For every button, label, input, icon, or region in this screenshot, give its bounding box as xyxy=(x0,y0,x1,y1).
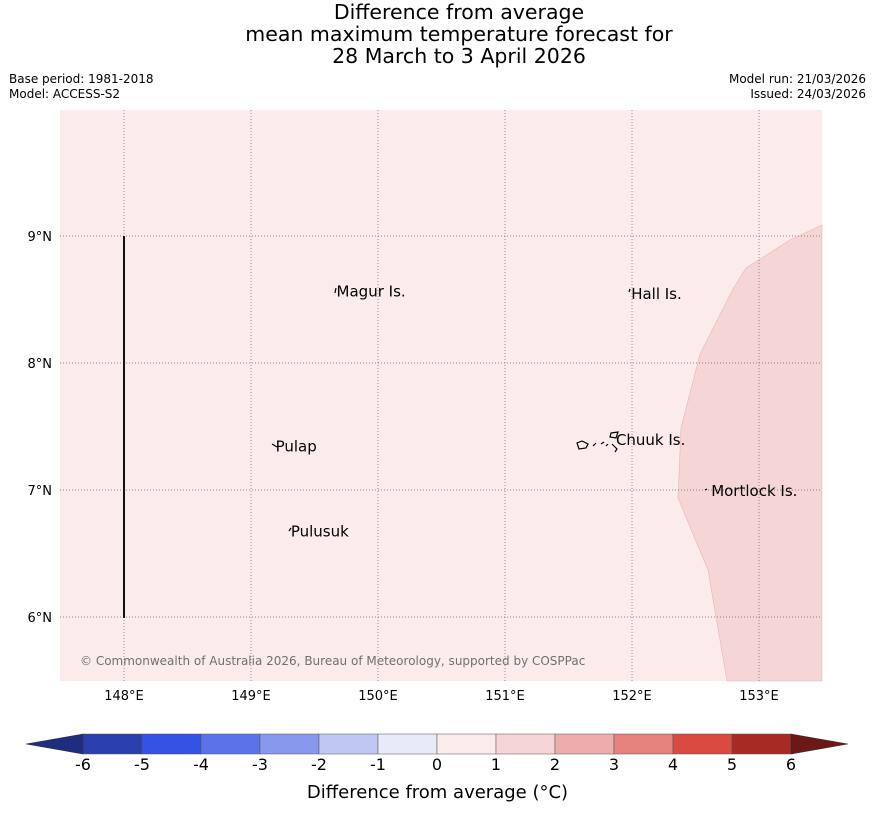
colorbar-segment xyxy=(141,733,202,755)
colorbar xyxy=(25,733,849,755)
colorbar-tick-label: -5 xyxy=(134,755,150,774)
lon-label: 148°E xyxy=(104,689,144,704)
island-magur xyxy=(334,287,337,294)
colorbar-segment xyxy=(731,733,792,755)
colorbar-ticks: -6 -5 -4 -3 -2 -1 0 1 2 3 4 5 6 xyxy=(0,755,873,777)
colorbar-tick-label: 6 xyxy=(785,755,797,774)
colorbar-tick-label: 3 xyxy=(608,755,620,774)
colorbar-segment xyxy=(554,733,615,755)
colorbar-segment xyxy=(495,733,556,755)
colorbar-high-extend xyxy=(790,733,849,755)
title-line-1: Difference from average xyxy=(333,0,585,24)
colorbar-segment xyxy=(613,733,674,755)
lat-label: 8°N xyxy=(28,357,53,372)
colorbar-label-wrap: Difference from average (°C) xyxy=(0,782,873,803)
model-run-text: Model run: 21/03/2026 xyxy=(728,72,866,86)
colorbar-segment xyxy=(200,733,261,755)
colorbar-tick-label: 5 xyxy=(726,755,738,774)
colorbar-segment xyxy=(436,733,497,755)
lat-label: 9°N xyxy=(28,230,53,245)
lon-label: 150°E xyxy=(358,689,398,704)
place-labels: Magur Is. Hall Is. Pulap Chuuk Is. Mortlock … xyxy=(276,283,798,541)
meta-right: Model run: 21/03/2026 Issued: 24/03/2026 xyxy=(729,72,866,102)
colorbar-segment xyxy=(672,733,733,755)
colorbar-segment xyxy=(377,733,438,755)
lon-label: 153°E xyxy=(739,689,779,704)
place-label: Magur Is. xyxy=(337,283,406,301)
colorbar-tick-label: -6 xyxy=(75,755,91,774)
island-hall xyxy=(628,288,631,293)
island-chuuk-reef xyxy=(609,431,619,439)
colorbar-tick-label: -3 xyxy=(252,755,268,774)
colorbar-tick-label: 2 xyxy=(549,755,561,774)
title-line-2: mean maximum temperature forecast for xyxy=(245,22,673,46)
lon-label: 151°E xyxy=(485,689,525,704)
lon-label: 152°E xyxy=(612,689,652,704)
colorbar-segment xyxy=(318,733,379,755)
copyright-text: © Commonwealth of Australia 2026, Bureau… xyxy=(80,654,585,668)
colorbar-tick-label: -2 xyxy=(311,755,327,774)
colorbar-tick-label: 4 xyxy=(667,755,679,774)
lon-axis-labels: 148°E 149°E 150°E 151°E 152°E 153°E xyxy=(104,689,779,704)
place-label: Pulap xyxy=(276,438,317,456)
place-label: Hall Is. xyxy=(631,285,682,303)
island-mortlock xyxy=(704,488,708,491)
title-line-3: 28 March to 3 April 2026 xyxy=(332,44,586,68)
colorbar-segment xyxy=(82,733,143,755)
colorbar-label: Difference from average (°C) xyxy=(306,782,569,803)
colorbar-low-extend xyxy=(25,733,84,755)
island-pulusuk xyxy=(288,527,292,532)
lat-label: 7°N xyxy=(28,484,53,499)
island-chuuk-islet-2 xyxy=(600,441,605,445)
colorbar-segment xyxy=(259,733,320,755)
colorbar-tick-label: 1 xyxy=(490,755,502,774)
island-chuuk-islet-3 xyxy=(605,443,609,447)
lat-label: 6°N xyxy=(28,611,53,626)
island-pulap xyxy=(271,443,278,448)
colorbar-tick-label: 0 xyxy=(431,755,443,774)
issued-text: Issued: 24/03/2026 xyxy=(750,87,866,101)
colorbar-tick-label: -1 xyxy=(370,755,386,774)
island-chuuk-islet-4 xyxy=(611,443,618,453)
colorbar-tick-label: -4 xyxy=(193,755,209,774)
place-label: Mortlock Is. xyxy=(711,482,797,500)
base-period-text: Base period: 1981-2018 xyxy=(9,72,154,86)
place-label: Pulusuk xyxy=(291,523,349,541)
island-chuuk-lagoon xyxy=(576,440,589,450)
meta-left: Base period: 1981-2018 Model: ACCESS-S2 xyxy=(9,72,154,102)
island-shapes xyxy=(271,287,708,532)
island-chuuk-islet-1 xyxy=(592,442,597,447)
lon-label: 149°E xyxy=(231,689,271,704)
place-label: Chuuk Is. xyxy=(616,431,685,449)
model-text: Model: ACCESS-S2 xyxy=(9,87,121,101)
lat-axis-labels: 9°N 8°N 7°N 6°N xyxy=(28,230,53,626)
map-title: Difference from average mean maximum tem… xyxy=(0,1,873,67)
